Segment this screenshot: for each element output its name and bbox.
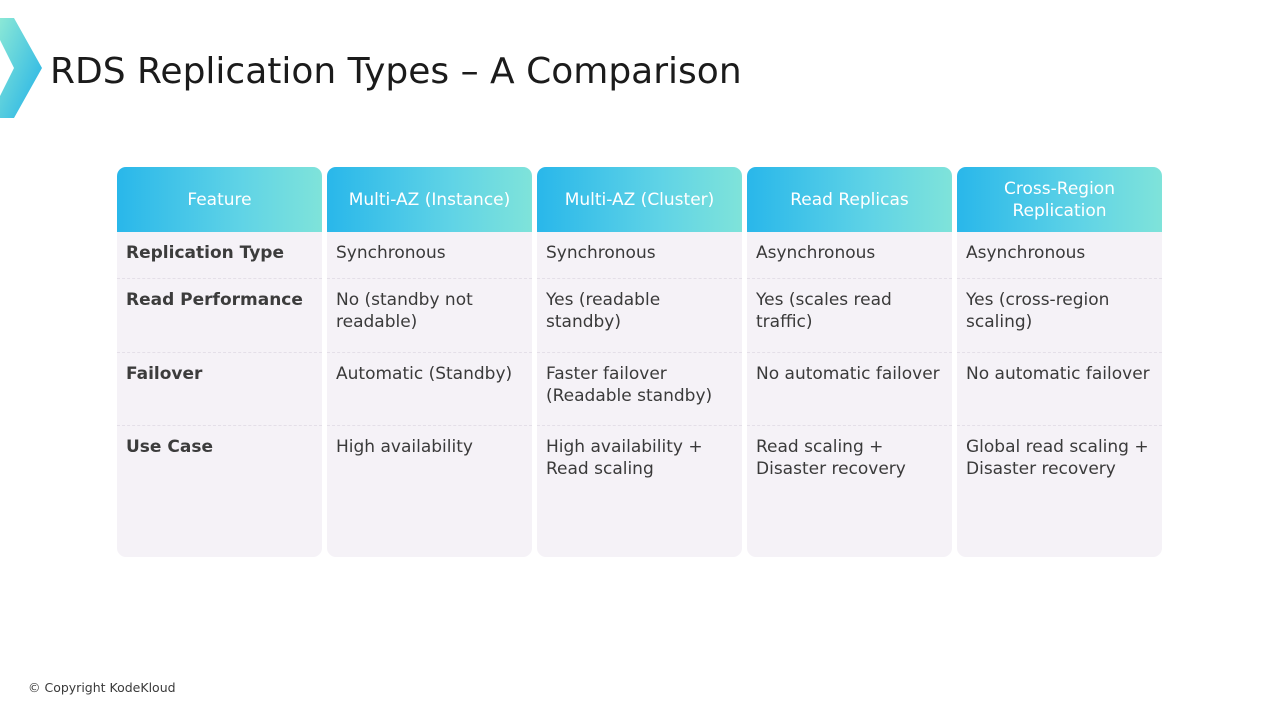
table-cell: Faster failover (Readable standby) (537, 353, 742, 426)
page-title: RDS Replication Types – A Comparison (50, 51, 742, 92)
column-header: Multi-AZ (Cluster) (537, 167, 742, 232)
table-column-read-replicas: Read Replicas Asynchronous Yes (scales r… (747, 167, 952, 557)
table-cell: Synchronous (537, 232, 742, 279)
row-label: Failover (117, 353, 322, 426)
table-column-cross-region-replication: Cross-Region Replication Asynchronous Ye… (957, 167, 1162, 557)
table-cell: Global read scaling + Disaster recovery (966, 437, 1149, 479)
table-cell: No (standby not readable) (327, 279, 532, 353)
table-cell: Asynchronous (957, 232, 1162, 279)
table-cell: Automatic (Standby) (327, 353, 532, 426)
column-header: Read Replicas (747, 167, 952, 232)
column-header: Cross-Region Replication (957, 167, 1162, 232)
table-cell: Yes (cross-region scaling) (957, 279, 1162, 353)
table-cell: High availability + Read scaling (546, 437, 703, 479)
comparison-table: Feature Replication Type Read Performanc… (117, 167, 1162, 557)
table-cell: Asynchronous (747, 232, 952, 279)
table-cell: No automatic failover (957, 353, 1162, 426)
table-cell: High availability (336, 437, 473, 457)
table-column-multi-az-cluster: Multi-AZ (Cluster) Synchronous Yes (read… (537, 167, 742, 557)
table-cell: Read scaling + Disaster recovery (756, 437, 906, 479)
kodekloud-logo-icon (0, 18, 44, 118)
table-cell: Yes (scales read traffic) (747, 279, 952, 353)
table-cell: No automatic failover (747, 353, 952, 426)
row-label: Replication Type (117, 232, 322, 279)
table-cell: Yes (readable standby) (537, 279, 742, 353)
row-label: Use Case (126, 437, 213, 457)
table-column-multi-az-instance: Multi-AZ (Instance) Synchronous No (stan… (327, 167, 532, 557)
table-cell: Synchronous (327, 232, 532, 279)
copyright-text: © Copyright KodeKloud (28, 680, 176, 695)
column-header: Multi-AZ (Instance) (327, 167, 532, 232)
table-column-feature: Feature Replication Type Read Performanc… (117, 167, 322, 557)
row-label: Read Performance (117, 279, 322, 353)
column-header: Feature (117, 167, 322, 232)
